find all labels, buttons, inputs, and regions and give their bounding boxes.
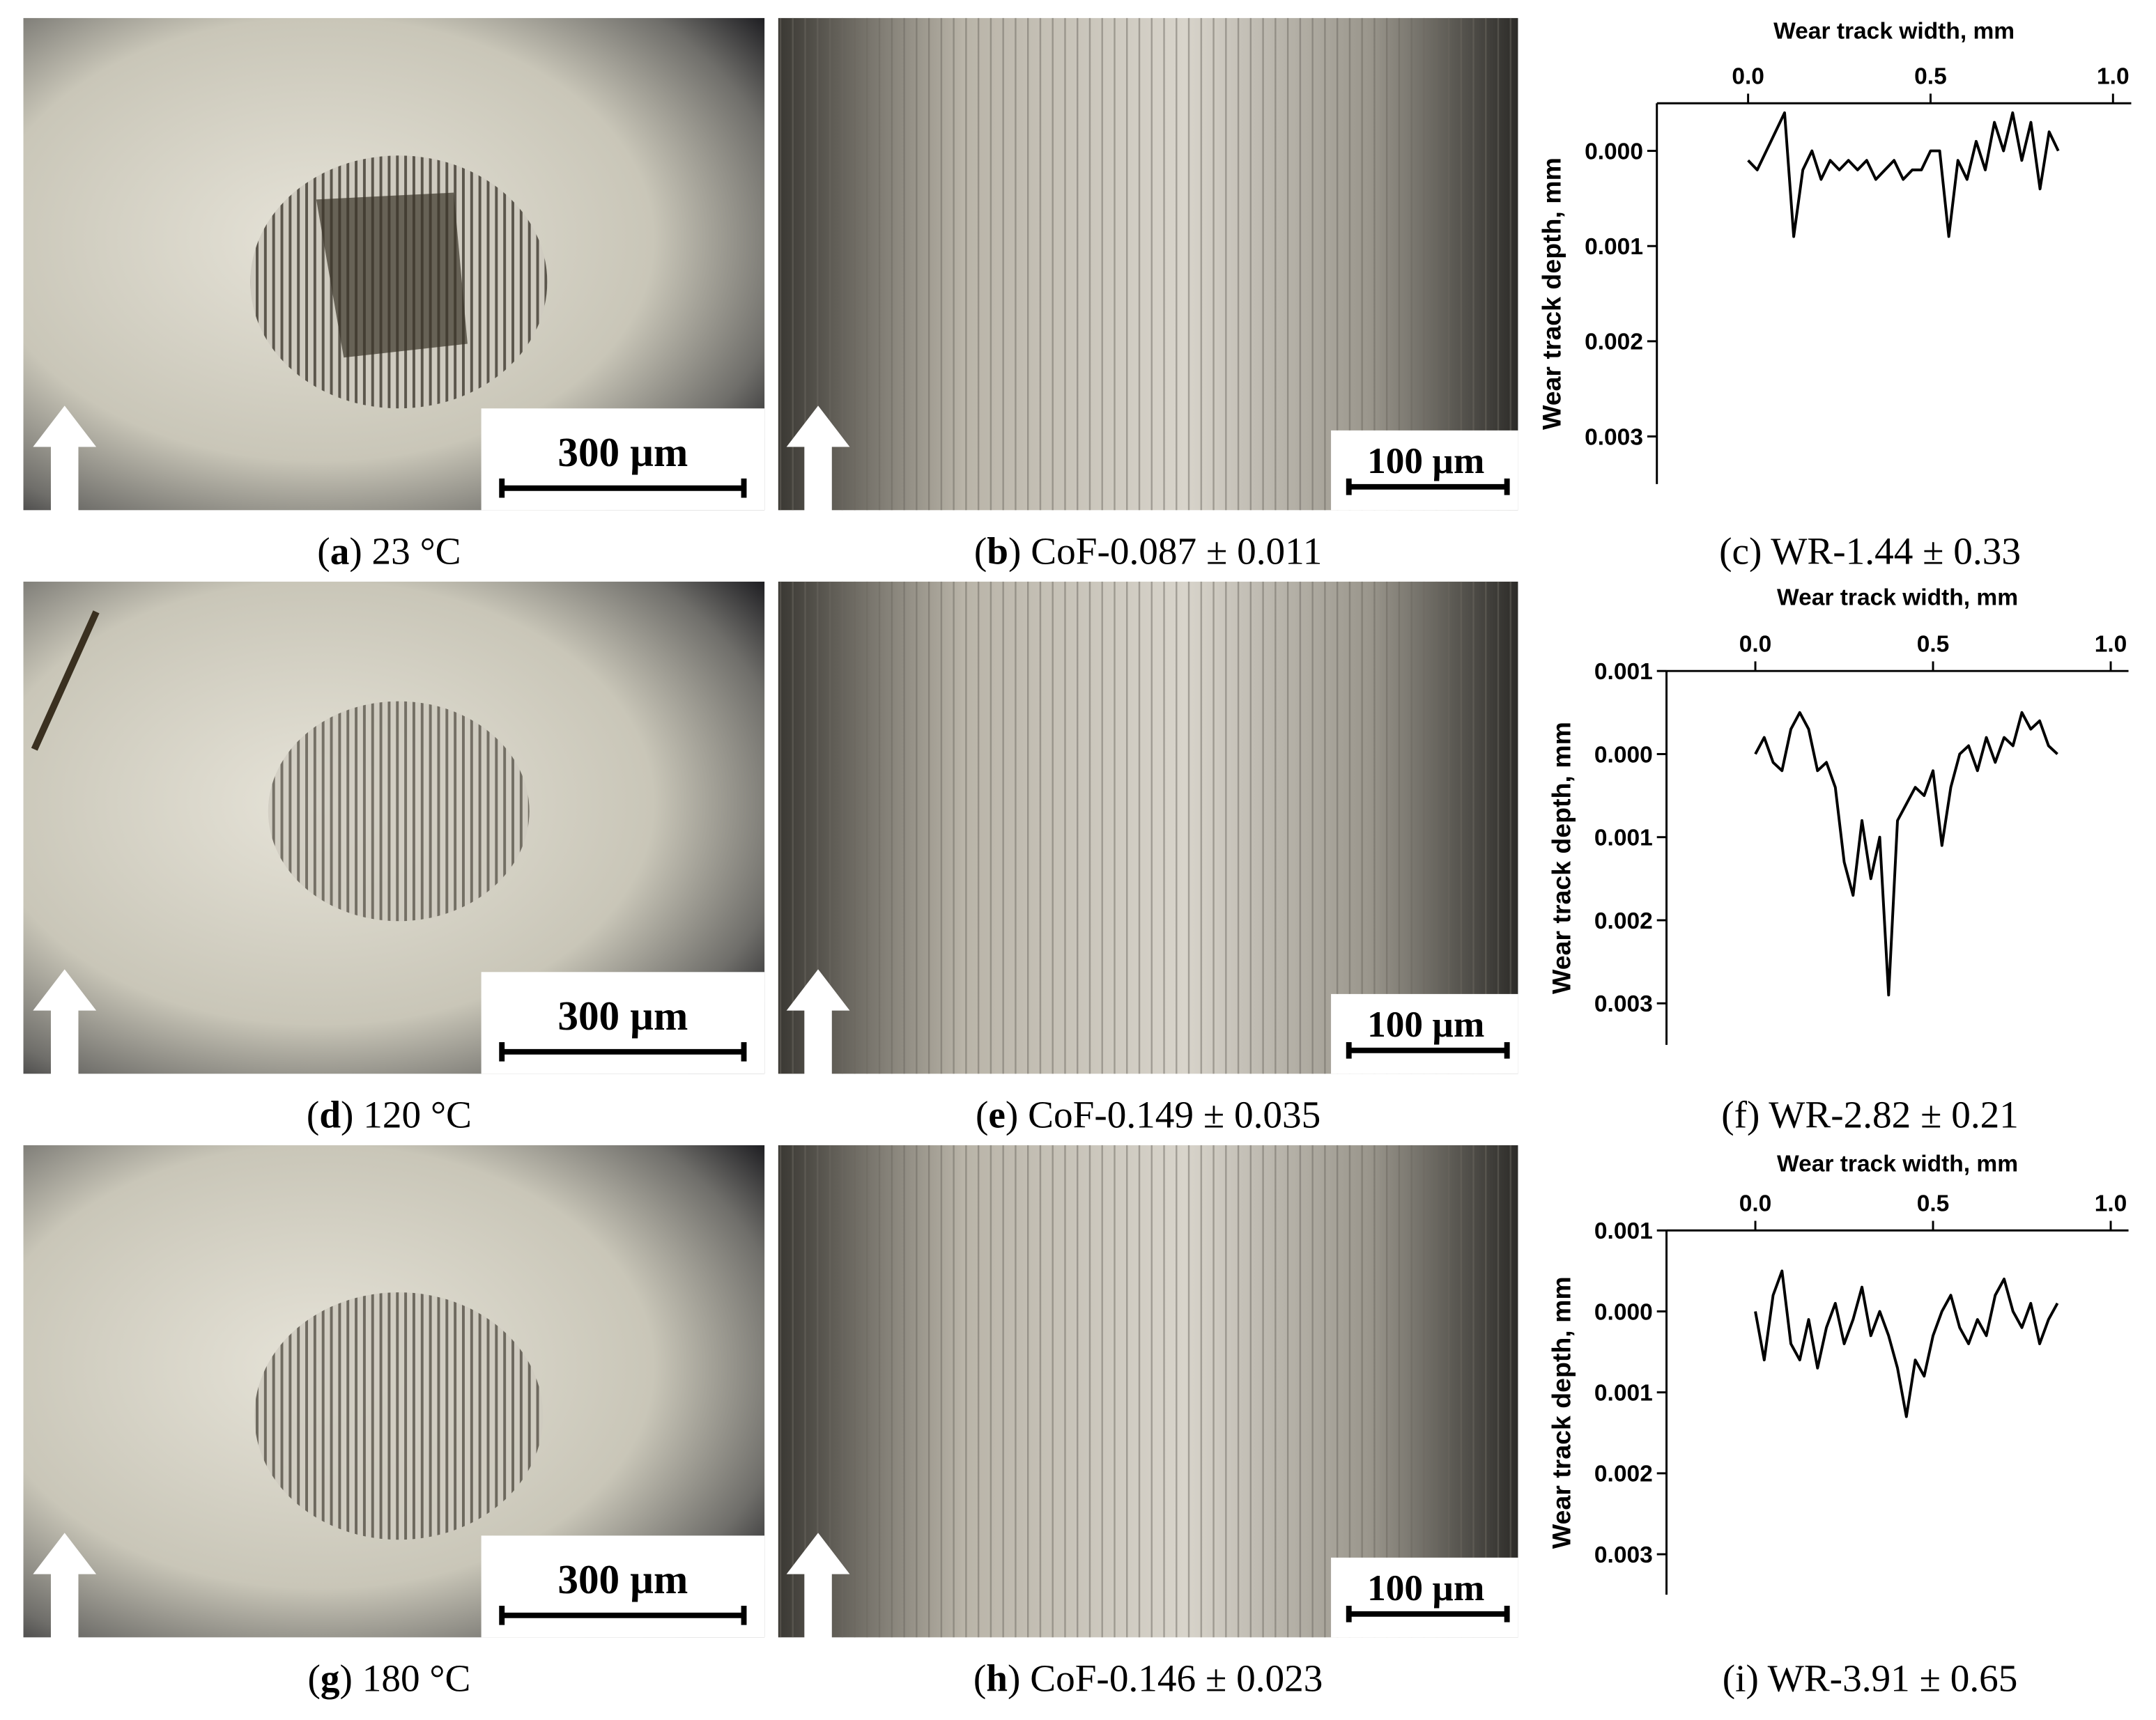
y-tick-label: 0.002 (1594, 1462, 1653, 1487)
caption: (f) WR-2.82 ± 0.21 (1721, 1093, 2019, 1136)
y-tick-label: 0.003 (1594, 1542, 1653, 1568)
caption-part: g (321, 1657, 340, 1699)
micrograph-a (23, 17, 765, 511)
x-tick-label: 0.0 (1732, 64, 1764, 90)
caption-part: b (987, 529, 1008, 572)
x-tick-label: 1.0 (2095, 1191, 2127, 1217)
micrograph-b (778, 17, 1518, 511)
y-tick-label: 0.001 (1594, 1218, 1653, 1244)
y-tick-label: 0.001 (1594, 826, 1653, 851)
y-tick-label: 0.001 (1594, 659, 1653, 685)
y-tick-label: 0.001 (1594, 1381, 1653, 1407)
caption-part: d (319, 1093, 341, 1136)
scale-bar-label: 100 µm (1367, 1004, 1484, 1045)
x-tick-label: 1.0 (2095, 632, 2127, 658)
caption-part: ) CoF-0.146 ± 0.023 (1008, 1657, 1323, 1699)
caption-part: ( (307, 1657, 320, 1699)
micrographs (23, 17, 1518, 1638)
scale-bar-label: 300 µm (557, 993, 688, 1039)
caption-part: ( (974, 529, 987, 572)
scale-bar (1346, 1605, 1510, 1622)
caption-part: a (330, 529, 350, 572)
caption: (i) WR-3.91 ± 0.65 (1723, 1657, 2018, 1699)
scale-bar-label: 100 µm (1367, 1567, 1484, 1609)
caption-part: ( (976, 1093, 988, 1136)
caption-part: (c) WR-1.44 ± 0.33 (1719, 529, 2021, 572)
caption-part: ) CoF-0.149 ± 0.035 (1006, 1093, 1320, 1136)
scale-bar (1346, 478, 1510, 495)
caption: (b) CoF-0.087 ± 0.011 (974, 529, 1322, 572)
y-tick-label: 0.003 (1585, 424, 1643, 450)
scale-bar-box (481, 408, 765, 511)
micrograph-h (778, 1145, 1518, 1638)
scale-bar-label: 300 µm (557, 429, 688, 475)
caption-part: ) 120 °C (341, 1093, 472, 1136)
data-line (1754, 711, 2058, 997)
scale-bar (499, 478, 747, 498)
caption-part: (f) WR-2.82 ± 0.21 (1721, 1093, 2019, 1136)
caption-part: h (986, 1657, 1008, 1699)
x-tick-label: 0.5 (1917, 632, 1950, 658)
y-tick-label: 0.002 (1585, 330, 1643, 355)
data-line (1754, 1269, 2059, 1418)
y-axis-title: Wear track depth, mm (1546, 1276, 1576, 1549)
scale-bar-box (481, 1535, 765, 1638)
y-axis-title: Wear track depth, mm (1537, 157, 1566, 430)
y-tick-label: 0.000 (1594, 1299, 1653, 1325)
scale-bar-box (481, 972, 765, 1074)
y-tick-label: 0.001 (1585, 234, 1643, 260)
x-axis-title: Wear track width, mm (1777, 584, 2018, 610)
x-axis-title: Wear track width, mm (1777, 1151, 2018, 1177)
scale-bar-box (1331, 1557, 1518, 1638)
scale-bar-box (1331, 993, 1518, 1074)
x-tick-label: 0.0 (1739, 1191, 1772, 1217)
caption: (a) 23 °C (317, 529, 461, 572)
scale-bar-box (1331, 430, 1518, 511)
scale-bar (499, 1041, 747, 1062)
caption-part: ) CoF-0.087 ± 0.011 (1008, 529, 1322, 572)
caption-part: ( (317, 529, 330, 572)
y-tick-label: 0.002 (1594, 908, 1653, 934)
caption-part: ) 23 °C (349, 529, 461, 572)
y-axis-title: Wear track depth, mm (1546, 722, 1576, 994)
chart: Wear track width, mm Wear track depth, mm… (1546, 584, 2129, 1045)
chart: Wear track width, mm Wear track depth, mm… (1537, 19, 2132, 484)
y-tick-label: 0.003 (1594, 991, 1653, 1017)
scale-bar (1346, 1041, 1510, 1059)
caption-part: ( (973, 1657, 986, 1699)
caption: (e) CoF-0.149 ± 0.035 (976, 1093, 1320, 1136)
chart: Wear track width, mm Wear track depth, mm… (1546, 1151, 2129, 1595)
y-tick-label: 0.000 (1585, 139, 1643, 164)
scale-bar-label: 300 µm (557, 1556, 688, 1602)
data-line (1747, 111, 2060, 238)
caption-part: (i) WR-3.91 ± 0.65 (1723, 1657, 2018, 1699)
scale-bar-label: 100 µm (1367, 440, 1484, 481)
caption: (g) 180 °C (307, 1657, 470, 1699)
caption-part: ( (307, 1093, 319, 1136)
scale-bar (499, 1605, 747, 1625)
caption: (d) 120 °C (307, 1093, 472, 1136)
caption-part: ) 180 °C (340, 1657, 471, 1699)
y-tick-label: 0.000 (1594, 742, 1653, 768)
x-axis-title: Wear track width, mm (1773, 19, 2015, 45)
x-tick-label: 0.5 (1917, 1191, 1950, 1217)
x-tick-label: 0.5 (1914, 64, 1947, 90)
x-tick-label: 1.0 (2097, 64, 2130, 90)
micrograph-e (778, 581, 1518, 1074)
caption: (h) CoF-0.146 ± 0.023 (973, 1657, 1323, 1699)
caption: (c) WR-1.44 ± 0.33 (1719, 529, 2021, 572)
caption-part: e (988, 1093, 1006, 1136)
x-tick-label: 0.0 (1739, 632, 1772, 658)
